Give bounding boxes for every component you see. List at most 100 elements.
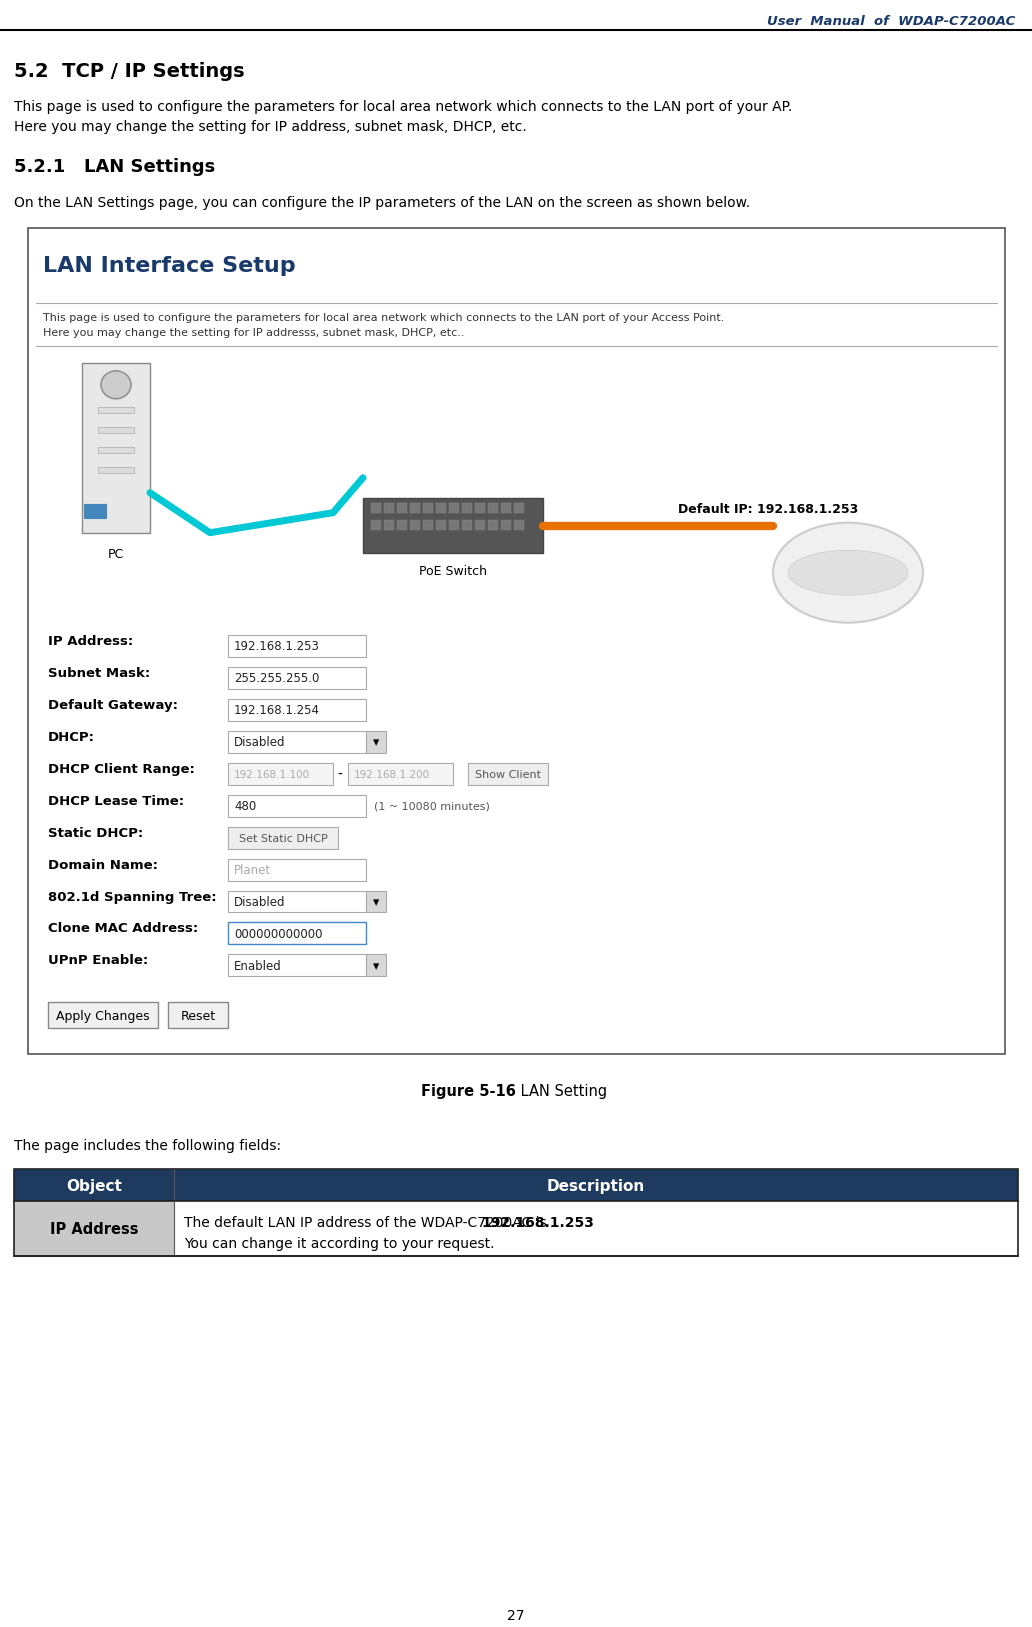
Bar — [366, 731, 386, 753]
Text: Set Static DHCP: Set Static DHCP — [238, 833, 327, 843]
Bar — [436, 503, 446, 513]
Bar — [14, 1201, 174, 1256]
Text: Apply Changes: Apply Changes — [56, 1010, 150, 1023]
Bar — [410, 503, 420, 513]
Text: PoE Switch: PoE Switch — [419, 565, 487, 578]
Text: Domain Name:: Domain Name: — [49, 859, 158, 872]
Bar — [366, 890, 386, 913]
Text: 27: 27 — [508, 1609, 524, 1624]
Bar — [397, 519, 407, 530]
Text: Figure 5-16: Figure 5-16 — [421, 1084, 516, 1100]
Bar — [228, 731, 366, 753]
Text: Reset: Reset — [181, 1010, 216, 1023]
Text: Description: Description — [547, 1180, 645, 1194]
Text: Default IP: 192.168.1.253: Default IP: 192.168.1.253 — [678, 503, 858, 516]
Bar — [423, 503, 433, 513]
Bar — [467, 763, 548, 784]
Text: Disabled: Disabled — [234, 896, 286, 909]
Bar — [514, 519, 524, 530]
Bar — [228, 890, 366, 913]
Bar — [84, 504, 106, 517]
Text: Disabled: Disabled — [234, 735, 286, 748]
Bar — [449, 519, 459, 530]
Text: Enabled: Enabled — [234, 960, 282, 973]
Bar — [475, 503, 485, 513]
Text: Static DHCP:: Static DHCP: — [49, 827, 143, 840]
Bar — [98, 447, 134, 452]
Bar — [410, 519, 420, 530]
Bar — [228, 635, 366, 657]
Bar — [397, 503, 407, 513]
Bar — [228, 955, 366, 976]
Text: DHCP Client Range:: DHCP Client Range: — [49, 763, 195, 776]
Bar — [168, 1002, 228, 1028]
Text: This page is used to configure the parameters for local area network which conne: This page is used to configure the param… — [43, 312, 724, 322]
Bar — [228, 859, 366, 880]
Text: DHCP:: DHCP: — [49, 731, 95, 744]
Text: User  Manual  of  WDAP-C7200AC: User Manual of WDAP-C7200AC — [767, 15, 1015, 28]
Text: -: - — [337, 768, 343, 781]
Text: 192.168.1.253: 192.168.1.253 — [234, 639, 320, 652]
Text: Default Gateway:: Default Gateway: — [49, 698, 178, 711]
Text: Clone MAC Address:: Clone MAC Address: — [49, 923, 198, 936]
Text: DHCP Lease Time:: DHCP Lease Time: — [49, 794, 184, 807]
Text: 192.168.1.100: 192.168.1.100 — [234, 770, 311, 779]
Text: (1 ~ 10080 minutes): (1 ~ 10080 minutes) — [374, 802, 490, 812]
Text: PC: PC — [108, 548, 124, 561]
Bar — [384, 519, 394, 530]
Text: Here you may change the setting for IP address, subnet mask, DHCP, etc.: Here you may change the setting for IP a… — [14, 120, 526, 133]
Bar — [348, 763, 453, 784]
Bar — [370, 519, 381, 530]
Text: Object: Object — [66, 1180, 122, 1194]
Bar — [366, 955, 386, 976]
Text: ▾: ▾ — [373, 896, 379, 909]
Bar — [363, 498, 543, 553]
Text: You can change it according to your request.: You can change it according to your requ… — [184, 1237, 494, 1251]
Text: This page is used to configure the parameters for local area network which conne: This page is used to configure the param… — [14, 99, 793, 114]
Bar — [501, 503, 511, 513]
Text: Show Client: Show Client — [475, 770, 541, 779]
Text: 192.168.1.254: 192.168.1.254 — [234, 704, 320, 718]
Bar — [462, 503, 472, 513]
Text: LAN Interface Setup: LAN Interface Setup — [43, 255, 295, 277]
Bar — [514, 503, 524, 513]
Text: Here you may change the setting for IP addresss, subnet mask, DHCP, etc..: Here you may change the setting for IP a… — [43, 327, 464, 338]
Text: 5.2  TCP / IP Settings: 5.2 TCP / IP Settings — [14, 62, 245, 81]
Bar — [14, 1201, 1018, 1256]
Bar — [28, 228, 1005, 1054]
Bar — [98, 407, 134, 413]
Text: ▾: ▾ — [373, 735, 379, 748]
Text: 192.168.1.200: 192.168.1.200 — [354, 770, 430, 779]
Text: 802.1d Spanning Tree:: 802.1d Spanning Tree: — [49, 890, 217, 903]
Bar — [370, 503, 381, 513]
Text: 192.168.1.253: 192.168.1.253 — [482, 1217, 594, 1230]
Ellipse shape — [788, 550, 908, 595]
Bar — [488, 519, 498, 530]
Bar — [384, 503, 394, 513]
Text: Planet: Planet — [234, 864, 271, 877]
Bar — [228, 698, 366, 721]
Bar — [228, 794, 366, 817]
Bar — [98, 426, 134, 433]
Bar — [501, 519, 511, 530]
Text: Subnet Mask:: Subnet Mask: — [49, 667, 151, 680]
Text: On the LAN Settings page, you can configure the IP parameters of the LAN on the : On the LAN Settings page, you can config… — [14, 195, 750, 210]
Text: 5.2.1   LAN Settings: 5.2.1 LAN Settings — [14, 158, 216, 176]
Text: IP Address: IP Address — [50, 1222, 138, 1237]
Text: .: . — [575, 1217, 580, 1230]
Ellipse shape — [101, 371, 131, 399]
Text: 480: 480 — [234, 800, 256, 814]
Bar — [98, 467, 134, 473]
Bar — [174, 1201, 1018, 1256]
Bar — [228, 827, 338, 849]
Bar — [228, 763, 333, 784]
Text: UPnP Enable:: UPnP Enable: — [49, 955, 149, 968]
Bar — [475, 519, 485, 530]
Bar — [462, 519, 472, 530]
Text: LAN Setting: LAN Setting — [516, 1084, 607, 1100]
Text: The default LAN IP address of the WDAP-C7200AC is: The default LAN IP address of the WDAP-C… — [184, 1217, 551, 1230]
Text: 255.255.255.0: 255.255.255.0 — [234, 672, 319, 685]
Text: ▾: ▾ — [373, 960, 379, 973]
Bar — [49, 1002, 158, 1028]
Bar — [228, 667, 366, 688]
